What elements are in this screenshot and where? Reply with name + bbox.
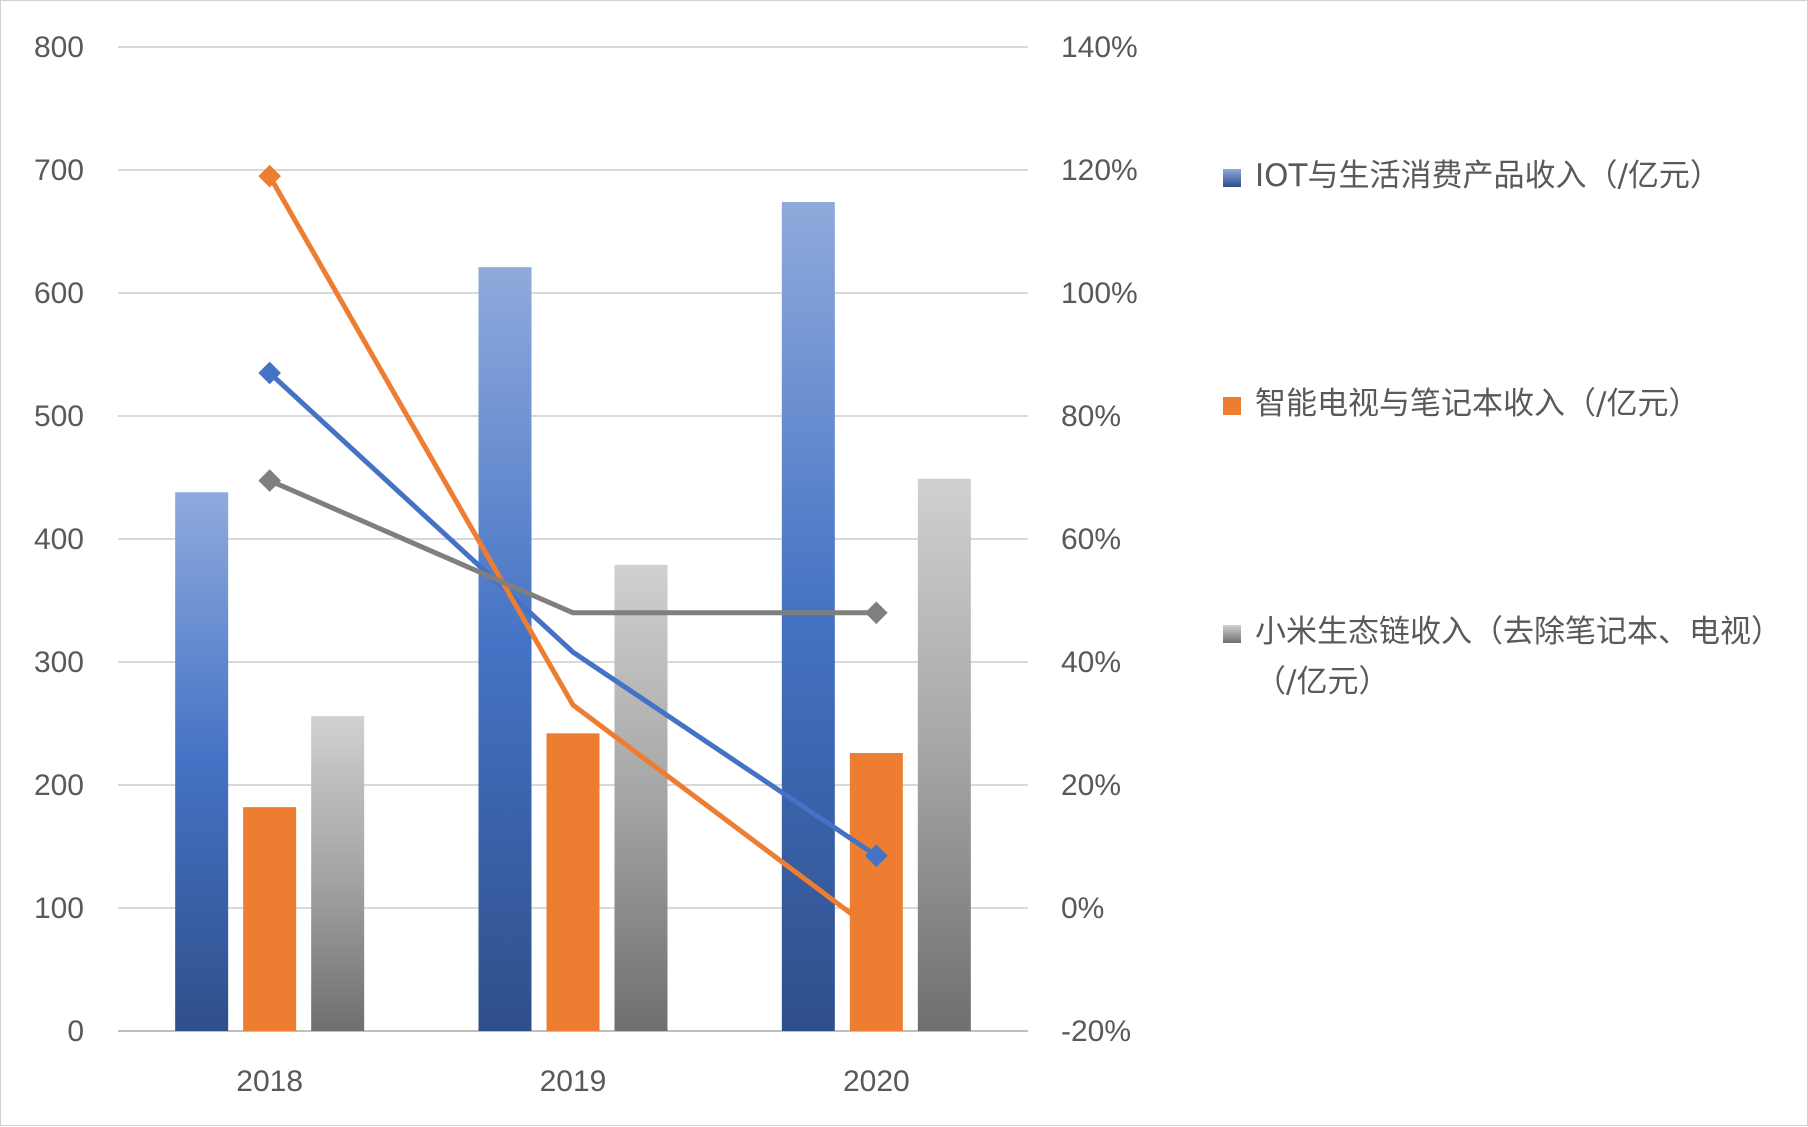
y-right-tick-label: 60% bbox=[1061, 523, 1121, 556]
lines bbox=[258, 164, 888, 944]
line-marker bbox=[258, 469, 281, 492]
y-right-tick-label: 100% bbox=[1061, 277, 1138, 310]
series-line bbox=[267, 174, 878, 935]
y-right-tick-label: 20% bbox=[1061, 769, 1121, 802]
line-marker bbox=[865, 601, 888, 625]
bar bbox=[478, 267, 532, 1031]
legend-item-eco: 小米生态链收入（去除笔记本、电视）（/亿元） bbox=[1223, 607, 1783, 707]
y-right-tick-label: 0% bbox=[1061, 892, 1104, 925]
bar bbox=[175, 492, 229, 1031]
series-line bbox=[268, 478, 877, 616]
x-tick-label: 2019 bbox=[540, 1065, 607, 1098]
y-left-tick-label: 700 bbox=[34, 154, 84, 187]
bar bbox=[781, 201, 835, 1032]
legend-item-iot: IOT与生活消费产品收入（/亿元） bbox=[1223, 151, 1783, 201]
x-tick-label: 2020 bbox=[843, 1065, 910, 1098]
y-right-tick-label: 120% bbox=[1061, 154, 1138, 187]
bar bbox=[849, 753, 903, 1031]
bar bbox=[614, 564, 668, 1031]
legend-swatch-blue bbox=[1223, 169, 1241, 187]
y-left-tick-label: 400 bbox=[34, 523, 84, 556]
line-marker bbox=[865, 921, 888, 944]
y-left-tick-label: 500 bbox=[34, 400, 84, 433]
legend-label-iot: IOT与生活消费产品收入（/亿元） bbox=[1255, 158, 1721, 194]
legend-swatch-gray bbox=[1223, 625, 1241, 643]
y-left-tick-label: 0 bbox=[67, 1015, 84, 1048]
legend: IOT与生活消费产品收入（/亿元） 智能电视与笔记本收入（/亿元） 小米生态链收… bbox=[1223, 151, 1783, 707]
legend-label-tv: 智能电视与笔记本收入（/亿元） bbox=[1255, 386, 1700, 422]
y-left-tick-label: 800 bbox=[34, 31, 84, 64]
legend-item-tv: 智能电视与笔记本收入（/亿元） bbox=[1223, 379, 1783, 429]
y-left-tick-label: 600 bbox=[34, 277, 84, 310]
y-left-tick-label: 200 bbox=[34, 769, 84, 802]
legend-label-eco: 小米生态链收入（去除笔记本、电视）（/亿元） bbox=[1255, 614, 1782, 700]
x-tick-label: 2018 bbox=[236, 1065, 303, 1098]
line-marker bbox=[865, 844, 888, 868]
y-right-tick-label: 80% bbox=[1061, 400, 1121, 433]
line-marker bbox=[258, 164, 281, 188]
axis-ticks: 0 100 200 300 400 500 600 700 800 -20% 0% 20% 40% 60%… bbox=[34, 31, 1138, 1098]
y-left-tick-label: 100 bbox=[34, 892, 84, 925]
bar bbox=[243, 807, 297, 1031]
y-right-tick-label: 40% bbox=[1061, 646, 1121, 679]
bar bbox=[311, 716, 365, 1031]
series-line bbox=[267, 371, 878, 858]
bar bbox=[546, 733, 600, 1031]
legend-swatch-orange bbox=[1223, 397, 1241, 415]
bar bbox=[917, 478, 971, 1032]
y-left-tick-label: 300 bbox=[34, 646, 84, 679]
y-right-tick-label: 140% bbox=[1061, 31, 1138, 64]
bars bbox=[175, 201, 971, 1032]
y-right-tick-label: -20% bbox=[1061, 1015, 1131, 1048]
line-marker bbox=[258, 361, 281, 385]
